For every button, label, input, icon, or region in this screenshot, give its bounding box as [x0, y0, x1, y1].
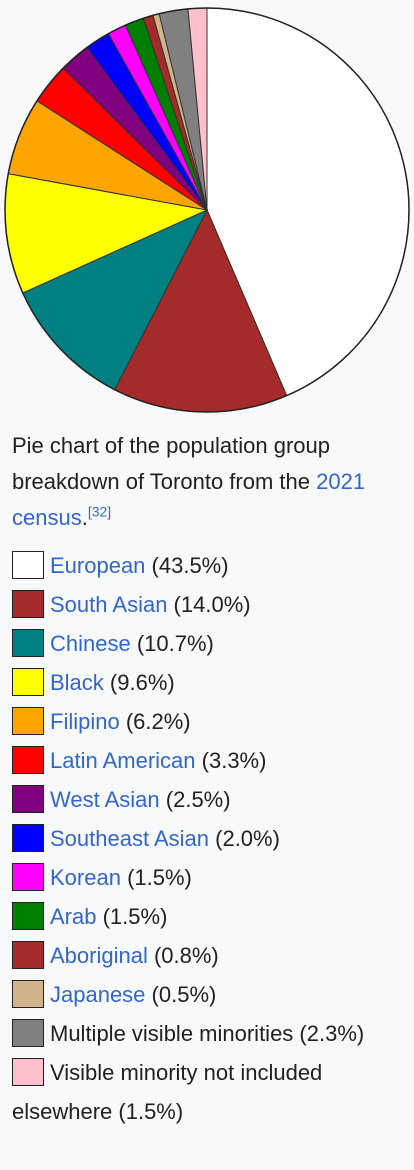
legend-swatch: [12, 902, 44, 931]
legend-swatch: [12, 629, 44, 658]
legend-percent: (1.5%): [96, 904, 168, 929]
legend-swatch: [12, 707, 44, 736]
legend-percent: (1.5%): [112, 1099, 184, 1124]
legend-item: Visible minority not included elsewhere …: [12, 1053, 408, 1131]
legend-percent: (1.5%): [120, 865, 192, 890]
legend-percent: (14.0%): [167, 592, 251, 617]
legend-label[interactable]: Chinese: [50, 631, 131, 656]
pie-outline: [4, 7, 410, 413]
legend-label[interactable]: Filipino: [50, 709, 120, 734]
legend-percent: (43.5%): [145, 553, 229, 578]
legend-label: Visible minority not included elsewhere: [12, 1060, 323, 1124]
census-link[interactable]: 2021 census: [12, 469, 366, 530]
legend-percent: (2.0%): [209, 826, 280, 851]
chart-caption: Pie chart of the population group breakd…: [12, 428, 408, 536]
legend-swatch: [12, 551, 44, 580]
legend-percent: (6.2%): [119, 709, 191, 734]
legend-swatch: [12, 980, 44, 1009]
legend-item: South Asian (14.0%): [12, 585, 408, 624]
legend-item: Filipino (6.2%): [12, 702, 408, 741]
legend-item: European (43.5%): [12, 546, 408, 585]
legend-label[interactable]: Arab: [50, 904, 97, 929]
pie-chart: [4, 7, 410, 413]
legend-swatch: [12, 668, 44, 697]
legend-swatch: [12, 590, 44, 619]
legend-label: Multiple visible minorities: [50, 1021, 294, 1046]
legend-swatch: [12, 863, 44, 892]
legend-label[interactable]: Japanese: [50, 982, 146, 1007]
legend-item: Arab (1.5%): [12, 897, 408, 936]
legend-label[interactable]: South Asian: [50, 592, 168, 617]
legend-item: Korean (1.5%): [12, 858, 408, 897]
legend-swatch: [12, 941, 44, 970]
chart-legend: European (43.5%) South Asian (14.0%) Chine…: [12, 546, 408, 1131]
legend-percent: (2.3%): [293, 1021, 365, 1046]
legend-percent: (0.5%): [145, 982, 217, 1007]
legend-item: Black (9.6%): [12, 663, 408, 702]
legend-item: West Asian (2.5%): [12, 780, 408, 819]
legend-percent: (10.7%): [130, 631, 214, 656]
caption-text: Pie chart of the population group breakd…: [12, 433, 331, 494]
legend-label[interactable]: European: [50, 553, 146, 578]
legend-item: Southeast Asian (2.0%): [12, 819, 408, 858]
legend-item: Multiple visible minorities (2.3%): [12, 1014, 408, 1053]
legend-swatch: [12, 746, 44, 775]
legend-swatch: [12, 1019, 44, 1048]
legend-swatch: [12, 824, 44, 853]
caption-period: .: [81, 505, 88, 530]
legend-percent: (2.5%): [159, 787, 231, 812]
legend-label[interactable]: Latin American: [50, 748, 196, 773]
legend-label[interactable]: West Asian: [50, 787, 160, 812]
legend-label[interactable]: Southeast Asian: [50, 826, 210, 851]
reference-link[interactable]: [32]: [87, 503, 112, 520]
legend-label[interactable]: Black: [50, 670, 104, 695]
legend-percent: (0.8%): [147, 943, 219, 968]
legend-item: Chinese (10.7%): [12, 624, 408, 663]
legend-label[interactable]: Aboriginal: [50, 943, 148, 968]
legend-percent: (9.6%): [103, 670, 175, 695]
legend-item: Japanese (0.5%): [12, 975, 408, 1014]
legend-label[interactable]: Korean: [50, 865, 121, 890]
legend-percent: (3.3%): [195, 748, 267, 773]
legend-swatch: [12, 785, 44, 814]
legend-item: Latin American (3.3%): [12, 741, 408, 780]
legend-swatch: [12, 1058, 44, 1087]
legend-item: Aboriginal (0.8%): [12, 936, 408, 975]
